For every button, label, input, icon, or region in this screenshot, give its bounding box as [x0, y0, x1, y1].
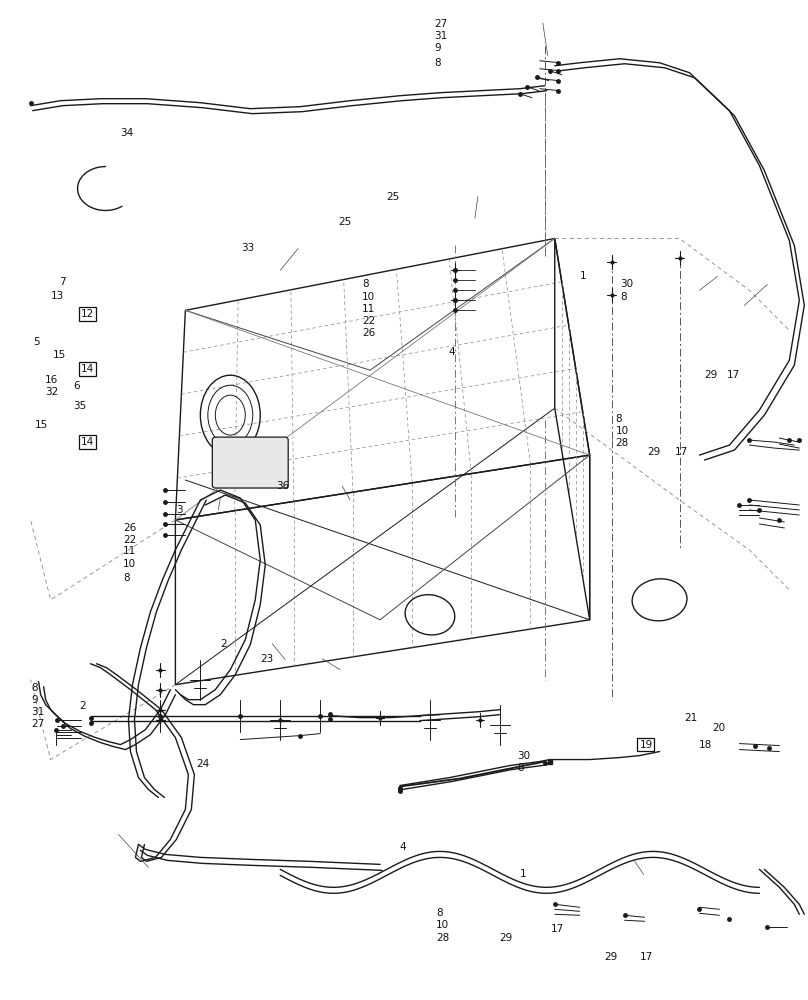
Text: 29: 29 — [499, 933, 512, 943]
Text: 11: 11 — [362, 304, 375, 314]
Text: 10: 10 — [362, 292, 375, 302]
Text: 30: 30 — [621, 279, 633, 289]
Text: 25: 25 — [338, 217, 351, 227]
Text: 17: 17 — [551, 924, 564, 934]
Text: 35: 35 — [74, 401, 86, 411]
Text: 30: 30 — [517, 751, 530, 761]
Text: 12: 12 — [81, 309, 95, 319]
Text: 17: 17 — [726, 370, 740, 380]
Text: 9: 9 — [435, 43, 441, 53]
Text: 31: 31 — [32, 707, 44, 717]
Text: 29: 29 — [604, 952, 617, 962]
Text: 5: 5 — [33, 337, 40, 347]
Text: 29: 29 — [647, 447, 661, 457]
Text: 1: 1 — [520, 869, 527, 879]
Text: 15: 15 — [53, 350, 66, 360]
Text: 9: 9 — [32, 695, 38, 705]
Text: 17: 17 — [675, 447, 688, 457]
Text: 28: 28 — [616, 438, 629, 448]
Text: 6: 6 — [74, 381, 80, 391]
Text: 13: 13 — [51, 291, 64, 301]
Text: 19: 19 — [639, 740, 653, 750]
Text: 17: 17 — [639, 952, 653, 962]
Text: 8: 8 — [621, 292, 627, 302]
Text: 10: 10 — [616, 426, 629, 436]
Text: 10: 10 — [436, 920, 449, 930]
Text: 26: 26 — [362, 328, 375, 338]
Text: 4: 4 — [399, 842, 406, 852]
Text: 27: 27 — [32, 719, 44, 729]
Text: 11: 11 — [124, 546, 137, 556]
Text: 31: 31 — [435, 31, 448, 41]
Text: 10: 10 — [124, 559, 137, 569]
Text: 8: 8 — [517, 763, 524, 773]
Text: 22: 22 — [124, 535, 137, 545]
Text: 22: 22 — [362, 316, 375, 326]
Text: 27: 27 — [435, 19, 448, 29]
Text: 2: 2 — [220, 639, 227, 649]
Text: 26: 26 — [124, 523, 137, 533]
Text: 23: 23 — [260, 654, 274, 664]
Text: 14: 14 — [81, 364, 95, 374]
Text: 8: 8 — [124, 573, 130, 583]
Text: 8: 8 — [362, 279, 368, 289]
Text: 24: 24 — [196, 759, 209, 769]
Text: 8: 8 — [32, 683, 38, 693]
FancyBboxPatch shape — [213, 437, 288, 488]
Text: 1: 1 — [580, 271, 587, 281]
Text: 28: 28 — [436, 933, 449, 943]
Text: 25: 25 — [386, 192, 399, 202]
Text: 34: 34 — [120, 128, 133, 138]
Text: 21: 21 — [684, 713, 698, 723]
Text: 15: 15 — [35, 420, 48, 430]
Text: 33: 33 — [241, 243, 255, 253]
Text: 36: 36 — [276, 481, 290, 491]
Text: 4: 4 — [448, 347, 455, 357]
Text: 7: 7 — [59, 277, 65, 287]
Text: 8: 8 — [435, 58, 441, 68]
Text: 32: 32 — [45, 387, 58, 397]
Text: 29: 29 — [704, 370, 718, 380]
Text: 16: 16 — [45, 375, 58, 385]
Text: 8: 8 — [436, 908, 443, 918]
Text: 14: 14 — [81, 437, 95, 447]
Text: 20: 20 — [712, 723, 726, 733]
Text: 2: 2 — [80, 701, 86, 711]
Text: 18: 18 — [699, 740, 713, 750]
Text: 3: 3 — [176, 505, 183, 515]
Text: 8: 8 — [616, 414, 622, 424]
